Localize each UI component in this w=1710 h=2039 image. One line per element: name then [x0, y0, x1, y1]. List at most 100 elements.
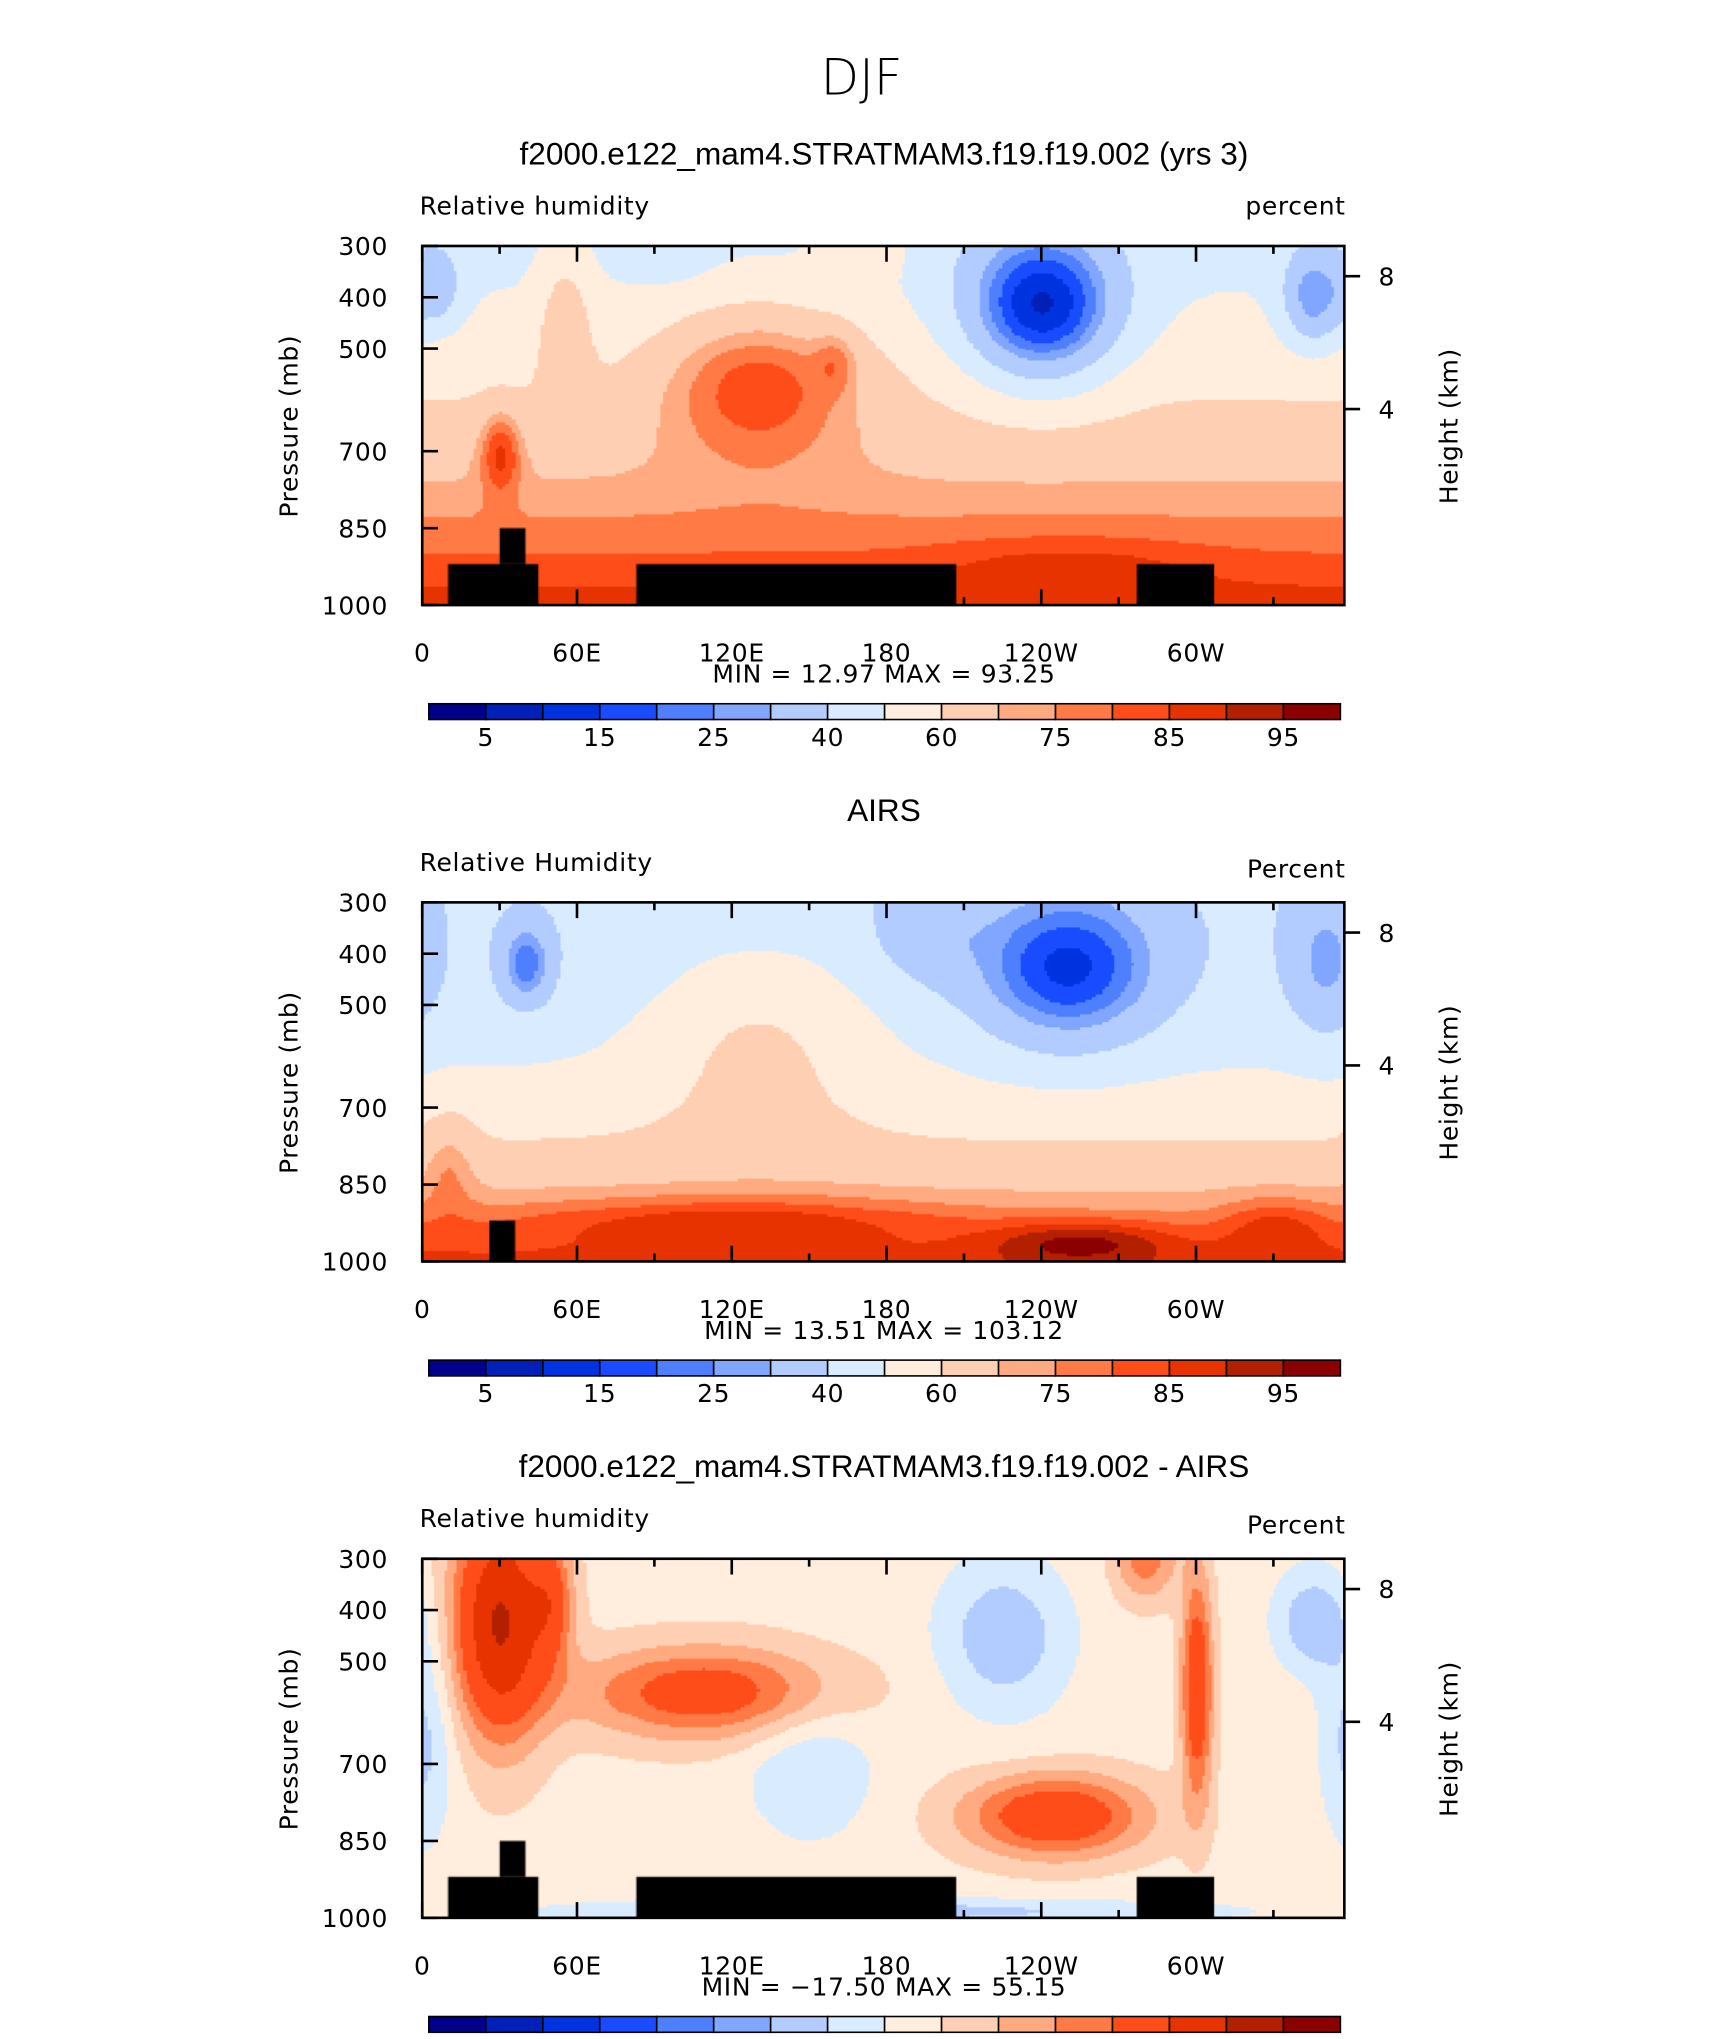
x-tick-label: 0	[414, 1295, 431, 1324]
y-tick-label: 300	[338, 232, 388, 261]
x-tick-label: 60W	[1167, 1295, 1225, 1324]
x-tick-label: 120W	[1004, 1951, 1079, 1980]
x-tick-label: 120W	[1004, 1295, 1079, 1324]
x-tick-label: 60E	[552, 639, 602, 668]
y-tick-label: 400	[338, 940, 388, 969]
colorbar-label: 20	[1096, 2036, 1129, 2039]
colorbar-box	[485, 1359, 544, 1377]
colorbar-box	[485, 702, 544, 721]
colorbar-label: 40	[1210, 2036, 1243, 2039]
y-tick-label: 850	[338, 1171, 388, 1200]
colorbar-box	[655, 2015, 715, 2034]
plot-frame	[420, 1557, 1346, 1920]
right-y-tick-label: 8	[1379, 919, 1396, 948]
y-tick-label: 400	[338, 283, 388, 312]
plot-frame	[420, 244, 1346, 607]
y-tick-label: 500	[338, 991, 388, 1020]
right-y-tick-label: 4	[1379, 1052, 1396, 1081]
main-title: DJF	[821, 49, 903, 107]
colorbar-label: 75	[1039, 1379, 1072, 1408]
y-tick-label: 500	[338, 335, 388, 364]
colorbar-box	[883, 1359, 943, 1377]
x-tick-label: 0	[414, 639, 431, 668]
colorbar-label: 60	[925, 1379, 958, 1408]
colorbar-box	[428, 2015, 487, 2034]
colorbar-label: −30	[572, 2036, 627, 2039]
units-label: Percent	[1247, 854, 1346, 883]
colorbar-label: 5	[478, 723, 495, 752]
colorbar-box	[997, 1359, 1057, 1377]
colorbar-box	[1111, 702, 1171, 721]
x-tick-label: 180	[862, 639, 912, 668]
x-tick-label: 120E	[699, 639, 765, 668]
colorbar-box	[883, 2015, 943, 2034]
colorbar-box	[598, 702, 658, 721]
colorbar-box	[997, 702, 1057, 721]
colorbar-label: 60	[925, 723, 958, 752]
colorbar-box	[598, 2015, 658, 2034]
colorbar-box	[940, 2015, 1000, 2034]
colorbar-label: 15	[583, 1379, 616, 1408]
colorbar-box	[428, 702, 487, 721]
contour-field-difference	[422, 1558, 1345, 1918]
colorbar-box	[1168, 2015, 1228, 2034]
colorbar-label: 10	[982, 2036, 1015, 2039]
colorbar-box	[1225, 702, 1285, 721]
colorbar-box	[826, 1359, 886, 1377]
min-max-annotation: MIN = 13.51 MAX = 103.12	[704, 1316, 1064, 1345]
colorbar-box	[1282, 702, 1342, 721]
variable-label: Relative Humidity	[420, 848, 653, 877]
contour-field-airs	[422, 902, 1345, 1262]
colorbar-label: 5	[933, 2036, 950, 2039]
right-y-tick-label: 8	[1379, 1575, 1396, 1604]
right-y-axis-label: Height (km)	[1434, 1005, 1463, 1161]
colorbar-box	[1111, 2015, 1171, 2034]
min-max-annotation: MIN = 12.97 MAX = 93.25	[712, 660, 1055, 689]
right-y-axis-label: Height (km)	[1434, 1661, 1463, 1817]
y-tick-label: 1000	[322, 1904, 388, 1933]
colorbar-box	[826, 2015, 886, 2034]
colorbar-label: 75	[1039, 723, 1072, 752]
x-tick-label: 0	[414, 1951, 431, 1980]
colorbar-box	[655, 702, 715, 721]
colorbar-box	[1054, 702, 1114, 721]
y-tick-label: 700	[338, 437, 388, 466]
colorbar-box	[541, 702, 601, 721]
colorbar-label: 5	[478, 1379, 495, 1408]
y-tick-label: 300	[338, 889, 388, 918]
colorbar-box	[1225, 1359, 1285, 1377]
min-max-annotation: MIN = −17.50 MAX = 55.15	[702, 1972, 1067, 2001]
panel-title: f2000.e122_mam4.STRATMAM3.f19.f19.002 - …	[519, 1448, 1250, 1484]
colorbar-box	[940, 702, 1000, 721]
right-y-tick-label: 4	[1379, 395, 1396, 424]
colorbar-box	[769, 1359, 829, 1377]
y-axis-label: Pressure (mb)	[274, 991, 303, 1174]
y-tick-label: 300	[338, 1545, 388, 1574]
x-tick-label: 60E	[552, 1951, 602, 1980]
colorbar-label: −20	[629, 2036, 684, 2039]
colorbar-label: 0	[876, 2036, 893, 2039]
colorbar-box	[1168, 702, 1228, 721]
colorbar-box	[826, 702, 886, 721]
y-axis-label: Pressure (mb)	[274, 335, 303, 518]
colorbar-box	[769, 702, 829, 721]
y-tick-label: 700	[338, 1750, 388, 1779]
colorbar-label: 85	[1153, 723, 1186, 752]
x-tick-label: 60W	[1167, 639, 1225, 668]
colorbar-label: 85	[1153, 1379, 1186, 1408]
variable-label: Relative humidity	[420, 1504, 650, 1533]
x-tick-label: 180	[862, 1295, 912, 1324]
variable-label: Relative humidity	[420, 191, 650, 220]
panel-title: AIRS	[847, 792, 921, 828]
units-label: Percent	[1247, 1511, 1346, 1540]
y-tick-label: 850	[338, 1827, 388, 1856]
colorbar-box	[1054, 1359, 1114, 1377]
colorbar-box	[712, 1359, 772, 1377]
colorbar-label: 40	[811, 723, 844, 752]
colorbar-label: 95	[1267, 723, 1300, 752]
y-tick-label: 1000	[322, 591, 388, 620]
colorbar-box	[485, 2015, 544, 2034]
colorbar-box	[1054, 2015, 1114, 2034]
colorbar-label: −5	[809, 2036, 847, 2039]
